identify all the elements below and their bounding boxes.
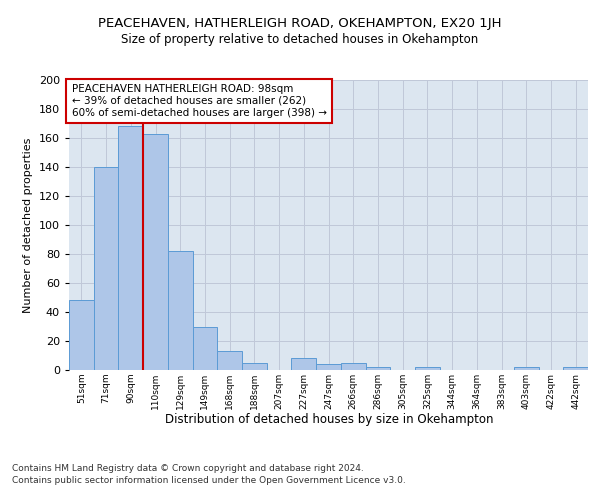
Bar <box>563 367 588 370</box>
Text: Contains public sector information licensed under the Open Government Licence v3: Contains public sector information licen… <box>12 476 406 485</box>
Bar <box>514 367 539 370</box>
Bar <box>415 367 440 370</box>
Bar <box>168 251 193 370</box>
Bar <box>69 300 94 370</box>
Text: PEACEHAVEN, HATHERLEIGH ROAD, OKEHAMPTON, EX20 1JH: PEACEHAVEN, HATHERLEIGH ROAD, OKEHAMPTON… <box>98 18 502 30</box>
Bar <box>143 134 168 370</box>
Text: PEACEHAVEN HATHERLEIGH ROAD: 98sqm
← 39% of detached houses are smaller (262)
60: PEACEHAVEN HATHERLEIGH ROAD: 98sqm ← 39%… <box>71 84 326 117</box>
Bar <box>292 358 316 370</box>
Text: Size of property relative to detached houses in Okehampton: Size of property relative to detached ho… <box>121 32 479 46</box>
Bar <box>341 363 365 370</box>
Bar <box>242 363 267 370</box>
Text: Contains HM Land Registry data © Crown copyright and database right 2024.: Contains HM Land Registry data © Crown c… <box>12 464 364 473</box>
Bar <box>118 126 143 370</box>
Bar <box>365 367 390 370</box>
Bar <box>217 351 242 370</box>
Bar <box>193 326 217 370</box>
Text: Distribution of detached houses by size in Okehampton: Distribution of detached houses by size … <box>164 412 493 426</box>
Bar <box>94 167 118 370</box>
Bar <box>316 364 341 370</box>
Y-axis label: Number of detached properties: Number of detached properties <box>23 138 33 312</box>
